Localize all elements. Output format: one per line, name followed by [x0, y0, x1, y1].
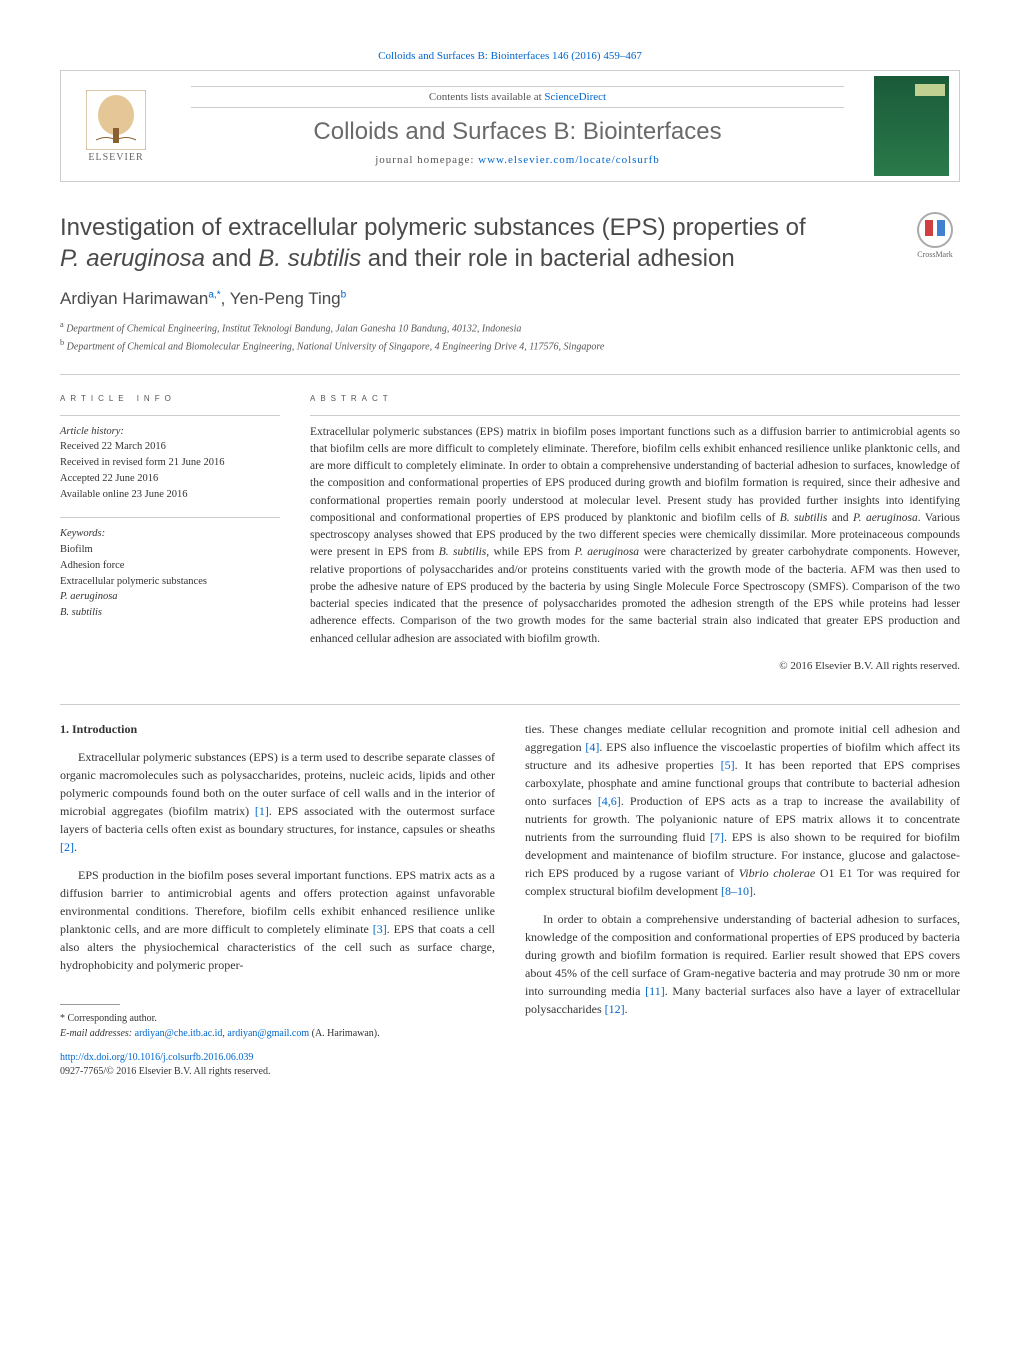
affiliation-b-text: Department of Chemical and Biomolecular … [67, 341, 605, 352]
contents-available-line: Contents lists available at ScienceDirec… [191, 86, 844, 108]
footnotes: * Corresponding author. E-mail addresses… [60, 1011, 495, 1041]
abs-sp3: B. subtilis [439, 546, 487, 558]
contents-prefix: Contents lists available at [429, 91, 544, 103]
ref-11[interactable]: [11] [645, 984, 665, 998]
ref-4-6[interactable]: [4,6] [598, 794, 621, 808]
abstract-text: Extracellular polymeric substances (EPS)… [310, 415, 960, 648]
abs-sp4: P. aeruginosa [574, 546, 639, 558]
ref-1[interactable]: [1] [255, 804, 269, 818]
homepage-link[interactable]: www.elsevier.com/locate/colsurfb [478, 154, 660, 166]
ref-4[interactable]: [4] [585, 740, 599, 754]
homepage-prefix: journal homepage: [375, 154, 478, 166]
crossmark-icon [917, 212, 953, 248]
affiliation-b: b Department of Chemical and Biomolecula… [60, 337, 960, 354]
vibrio-name: Vibrio cholerae [739, 866, 815, 880]
revised-date: Received in revised form 21 June 2016 [60, 455, 280, 471]
email-label: E-mail addresses: [60, 1028, 132, 1039]
elsevier-logo: ELSEVIER [71, 81, 161, 171]
introduction-heading: 1. Introduction [60, 720, 495, 738]
divider-bottom [60, 704, 960, 705]
c2p1g: . [753, 884, 756, 898]
article-history-block: Article history: Received 22 March 2016 … [60, 415, 280, 503]
email-suffix: (A. Harimawan). [309, 1028, 380, 1039]
affiliation-a-text: Department of Chemical Engineering, Inst… [66, 324, 521, 335]
article-info-heading: ARTICLE INFO [60, 390, 280, 407]
c2p2c: . [625, 1002, 628, 1016]
journal-cover-thumbnail [874, 76, 949, 176]
article-title: Investigation of extracellular polymeric… [60, 212, 890, 274]
ref-3[interactable]: [3] [373, 922, 387, 936]
accepted-date: Accepted 22 June 2016 [60, 471, 280, 487]
title-line1: Investigation of extracellular polymeric… [60, 214, 806, 241]
ref-12[interactable]: [12] [605, 1002, 625, 1016]
affiliations: a Department of Chemical Engineering, In… [60, 319, 960, 354]
abs-t5: were characterized by greater carbohydra… [310, 546, 960, 644]
email-1[interactable]: ardiyan@che.itb.ac.id [135, 1028, 223, 1039]
journal-header-box: ELSEVIER Contents lists available at Sci… [60, 70, 960, 182]
ref-5[interactable]: [5] [721, 758, 735, 772]
publisher-name: ELSEVIER [88, 152, 143, 163]
author-2-name: Yen-Peng Ting [230, 289, 341, 308]
p1c: . [74, 840, 77, 854]
keyword-2: Adhesion force [60, 558, 280, 574]
abs-t2: and [827, 512, 853, 524]
affiliation-a: a Department of Chemical Engineering, In… [60, 319, 960, 336]
article-info-column: ARTICLE INFO Article history: Received 2… [60, 390, 280, 674]
authors-line: Ardiyan Harimawana,*, Yen-Peng Tingb [60, 289, 960, 309]
keyword-3: Extracellular polymeric substances [60, 574, 280, 590]
keyword-5: B. subtilis [60, 605, 280, 621]
ref-8-10[interactable]: [8–10] [721, 884, 753, 898]
intro-para-3: In order to obtain a comprehensive under… [525, 910, 960, 1018]
email-2[interactable]: ardiyan@gmail.com [227, 1028, 309, 1039]
title-row: Investigation of extracellular polymeric… [60, 212, 960, 274]
footnote-separator [60, 1004, 120, 1005]
keywords-label: Keywords: [60, 526, 280, 542]
abs-t4: , while EPS from [486, 546, 574, 558]
header-center: Contents lists available at ScienceDirec… [171, 86, 864, 166]
keyword-4: P. aeruginosa [60, 589, 280, 605]
author-sep: , [221, 289, 230, 308]
title-rest: and their role in bacterial adhesion [361, 245, 735, 272]
title-species2: B. subtilis [258, 245, 361, 272]
body-column-left: 1. Introduction Extracellular polymeric … [60, 720, 495, 1079]
crossmark-label: CrossMark [917, 250, 953, 259]
corresponding-author-note: * Corresponding author. [60, 1011, 495, 1026]
journal-homepage-line: journal homepage: www.elsevier.com/locat… [171, 154, 864, 166]
online-date: Available online 23 June 2016 [60, 487, 280, 503]
history-label: Article history: [60, 424, 280, 440]
keywords-block: Keywords: Biofilm Adhesion force Extrace… [60, 517, 280, 621]
author-1-name: Ardiyan Harimawan [60, 289, 208, 308]
copyright-line: © 2016 Elsevier B.V. All rights reserved… [310, 658, 960, 675]
article-page: Colloids and Surfaces B: Biointerfaces 1… [0, 0, 1020, 1129]
info-abstract-row: ARTICLE INFO Article history: Received 2… [60, 390, 960, 674]
keyword-1: Biofilm [60, 542, 280, 558]
issn-copyright: 0927-7765/© 2016 Elsevier B.V. All right… [60, 1066, 270, 1077]
intro-para-2: EPS production in the biofilm poses seve… [60, 866, 495, 974]
title-species1: P. aeruginosa [60, 245, 205, 272]
abstract-column: ABSTRACT Extracellular polymeric substan… [310, 390, 960, 674]
abs-t1: Extracellular polymeric substances (EPS)… [310, 426, 960, 524]
ref-7[interactable]: [7] [710, 830, 724, 844]
abs-sp2: P. aeruginosa [853, 512, 918, 524]
intro-para-1: Extracellular polymeric substances (EPS)… [60, 748, 495, 856]
elsevier-tree-icon [86, 90, 146, 150]
divider-top [60, 374, 960, 375]
header-citation: Colloids and Surfaces B: Biointerfaces 1… [60, 50, 960, 62]
abstract-heading: ABSTRACT [310, 390, 960, 407]
author-2-affil: b [341, 290, 347, 301]
received-date: Received 22 March 2016 [60, 439, 280, 455]
doi-block: http://dx.doi.org/10.1016/j.colsurfb.201… [60, 1051, 495, 1079]
title-and: and [205, 245, 258, 272]
body-columns: 1. Introduction Extracellular polymeric … [60, 720, 960, 1079]
crossmark-badge[interactable]: CrossMark [910, 212, 960, 262]
abs-sp1: B. subtilis [780, 512, 828, 524]
sciencedirect-link[interactable]: ScienceDirect [544, 91, 606, 103]
journal-name: Colloids and Surfaces B: Biointerfaces [171, 118, 864, 146]
doi-link[interactable]: http://dx.doi.org/10.1016/j.colsurfb.201… [60, 1052, 253, 1063]
intro-para-2-cont: ties. These changes mediate cellular rec… [525, 720, 960, 900]
email-line: E-mail addresses: ardiyan@che.itb.ac.id,… [60, 1026, 495, 1041]
body-column-right: ties. These changes mediate cellular rec… [525, 720, 960, 1079]
ref-2[interactable]: [2] [60, 840, 74, 854]
author-1-affil: a, [208, 290, 216, 301]
